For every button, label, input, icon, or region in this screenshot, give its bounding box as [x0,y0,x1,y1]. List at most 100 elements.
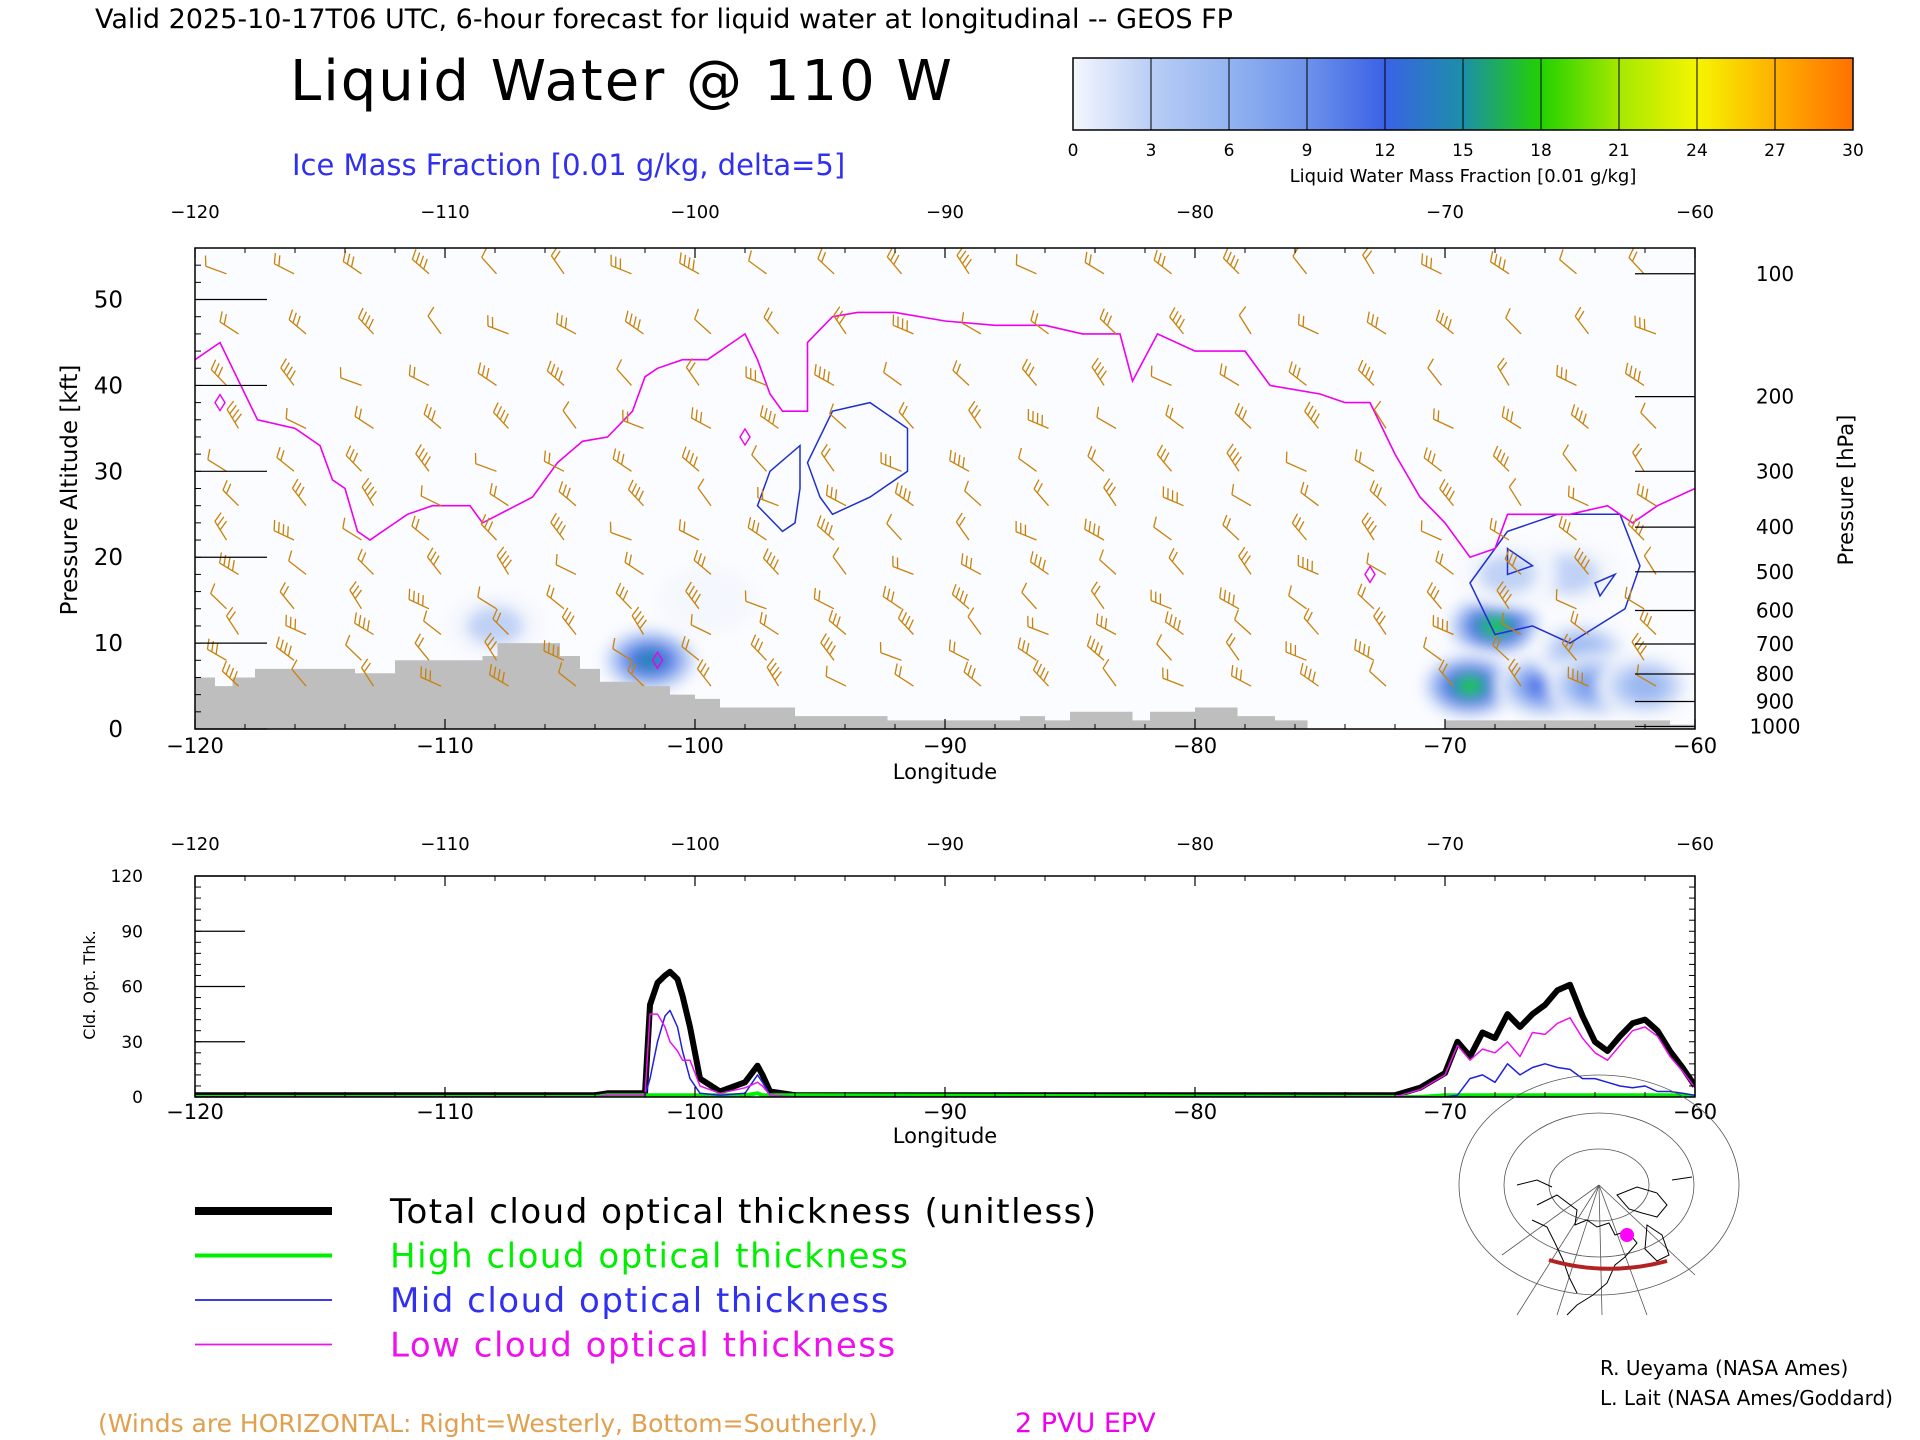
wind-barb [1156,633,1172,661]
wind-barb [880,452,902,472]
y-tick-label: 50 [94,288,123,314]
wind-barb [886,513,902,541]
wind-barb [612,637,632,661]
x-tick-label-2-top: −110 [420,834,469,855]
wind-barb [1018,447,1037,472]
wind-barb [543,450,565,472]
colorbar-frame [1072,57,1854,131]
wind-barb [1032,659,1049,687]
wind-barb [1432,408,1454,429]
wind-barb [349,581,363,610]
x-tick-label: −120 [166,734,224,758]
valid-line: Valid 2025-10-17T06 UTC, 6-hour forecast… [95,4,1233,35]
wind-barb [681,446,700,472]
x-tick-label-2-top: −100 [670,834,719,855]
wind-barb [357,307,374,335]
locator-map [1458,1074,1740,1316]
x-tick-label-2: −70 [1423,1100,1467,1124]
pressure-tick-label: 200 [1756,385,1794,409]
wind-barb [1288,585,1307,610]
wind-barb [1501,406,1522,429]
wind-barb [1362,248,1375,275]
wind-barb [555,553,577,575]
wind-barb [961,312,982,335]
x-tick-label-top: −110 [420,202,469,223]
wind-barb [1017,637,1037,661]
wind-barb [1567,485,1589,507]
pressure-tick-label: 600 [1756,598,1794,622]
wind-barb [1628,248,1645,275]
wind-barb [1234,402,1252,429]
wind-barb [1238,546,1252,575]
wind-barb [1567,666,1589,687]
wind-barb [420,485,442,507]
wind-barb [1558,515,1577,541]
plot-background-2 [195,876,1695,1097]
wind-barb [408,364,430,386]
wind-barb [1156,444,1172,472]
colorbar-tick-label: 21 [1608,141,1630,161]
wind-barb [1030,310,1049,335]
colorbar-tick-label: 6 [1224,141,1235,161]
wind-barb [219,311,239,335]
y-tick-label-2: 30 [121,1033,143,1053]
epv-closed-contour [1364,565,1376,584]
plot-frame-2 [194,875,1696,1098]
wind-barb [285,407,307,429]
subtitle: Ice Mass Fraction [0.01 g/kg, delta=5] [292,148,845,182]
wind-barb [360,658,375,687]
wind-barb [1435,309,1454,335]
wind-barb [1150,365,1172,386]
wind-barb [1357,583,1375,610]
wind-barb [1304,401,1320,429]
wind-barb [1288,361,1307,386]
terrain-shape [195,643,1695,729]
cloud-blob [1444,591,1546,661]
colorbar-segment [1151,58,1230,130]
wind-barb [759,611,779,636]
colorbar-segment [1541,58,1620,130]
wind-barb [276,446,295,472]
wind-barb [210,359,227,386]
wind-barb [882,585,902,610]
wind-barb [1015,520,1037,541]
wind-barb [1556,364,1577,386]
wind-barb [1420,520,1442,541]
wind-barb [751,444,767,472]
series-line-mid [195,1009,1695,1097]
wind-barb [1084,518,1105,541]
x-tick-label-top: −60 [1676,202,1714,223]
wind-barb [1103,478,1117,507]
wind-barb [627,660,644,687]
wind-barb [357,548,374,575]
wind-barb [354,405,374,429]
x-tick-label-2: −100 [666,1100,724,1124]
wind-barb [1636,483,1657,507]
heatmap-panel: −120 −120 −110 −110 −100 −100 −90 −90 −80 −80 −70 −… [57,202,1858,784]
pressure-tick-label: 1000 [1750,714,1801,738]
cross-section-line [1548,1258,1668,1271]
x-tick-label-top: −90 [926,202,964,223]
colorbar-segment [1073,58,1152,130]
wind-barb [750,634,767,661]
wind-barb [1027,409,1049,429]
wind-barb [697,478,712,507]
wind-barb [1219,587,1240,610]
wind-barb [210,583,227,610]
wind-barb [204,255,227,275]
wind-barb [1426,582,1442,610]
wind-barb [1102,658,1117,687]
epv-closed-contour [214,393,226,412]
wind-barb [1285,451,1307,472]
wind-barb [744,590,767,610]
wind-barb [1640,402,1657,429]
wind-barb [1357,359,1375,386]
wind-barb [496,546,512,575]
wind-barb [1222,514,1240,541]
colorbar-tick-label: 24 [1686,141,1708,161]
epv-closed-contour [651,650,664,670]
wind-barb [1219,363,1240,386]
wind-barb [759,405,779,429]
wind-barb [1496,581,1512,610]
y-tick-label: 40 [94,373,123,399]
